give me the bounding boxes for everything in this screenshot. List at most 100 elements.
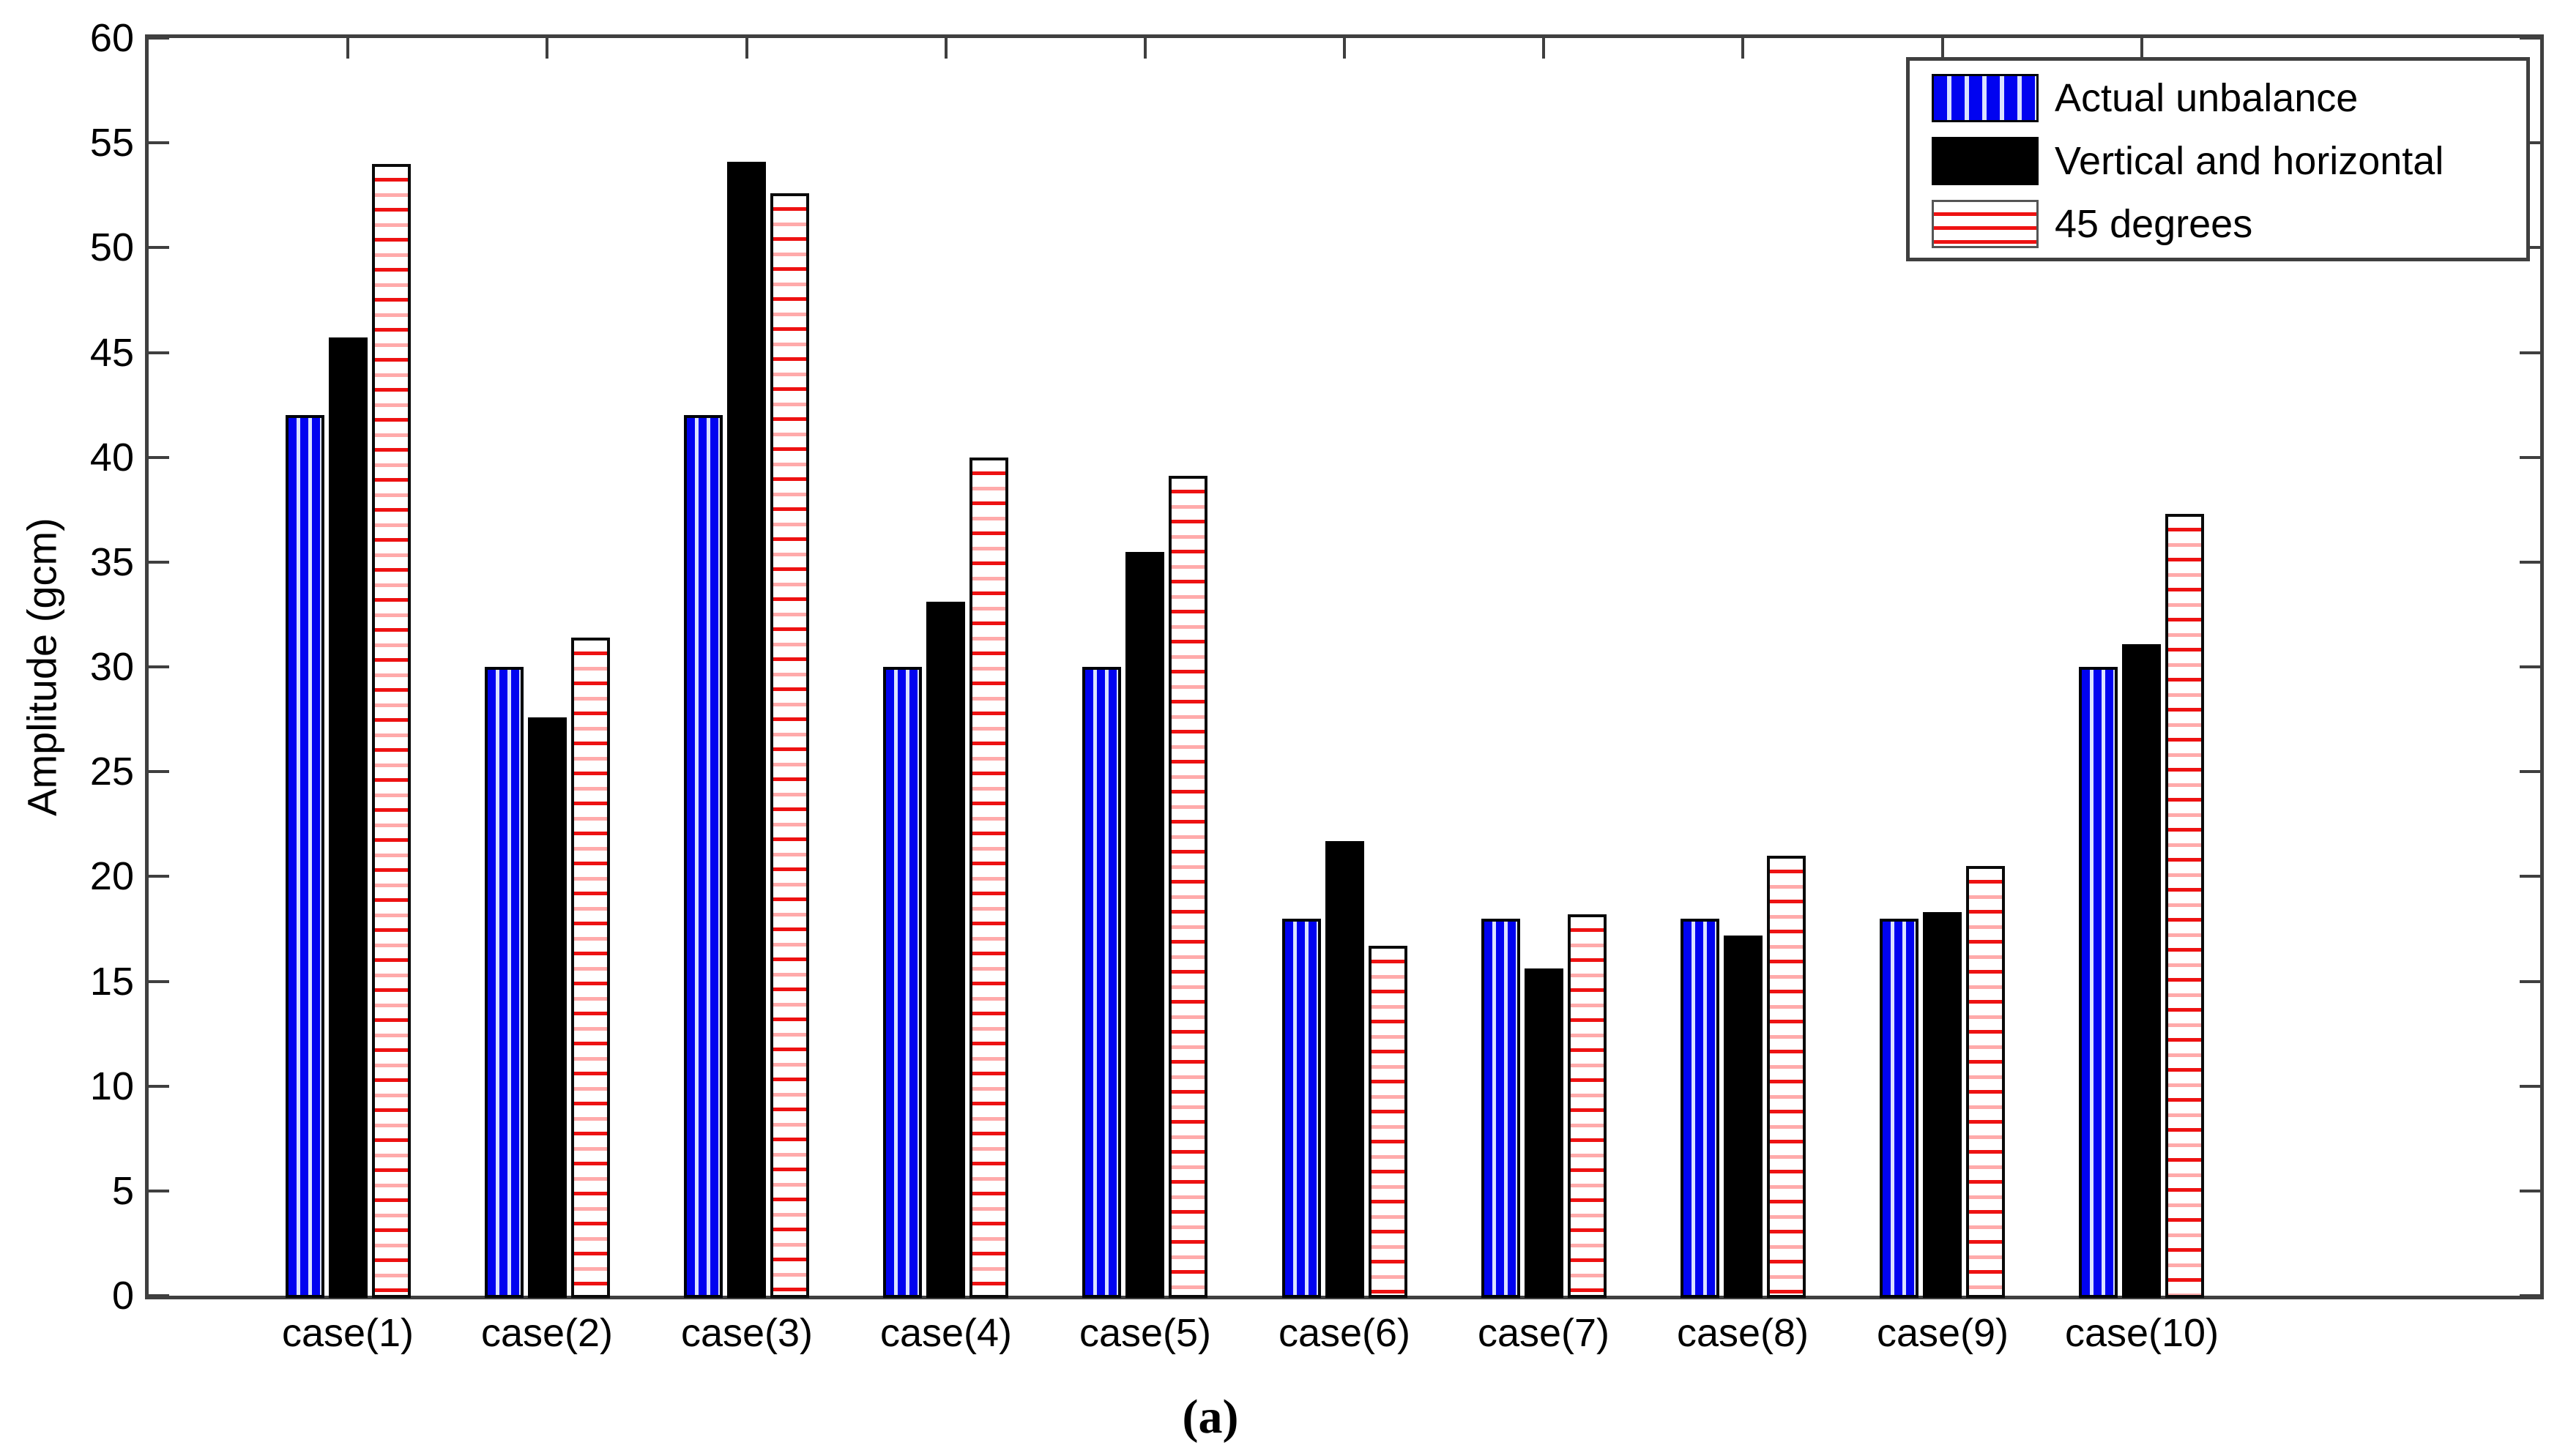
y-tick-mark <box>149 456 169 459</box>
y-tick-label: 0 <box>111 1274 134 1318</box>
x-tick-mark-top <box>1343 38 1346 59</box>
y-tick-mark-right <box>2520 561 2540 564</box>
y-tick-label: 5 <box>111 1169 134 1213</box>
y-tick-mark <box>149 770 169 773</box>
bar-solid-black <box>1724 936 1763 1298</box>
x-tick-label: case(2) <box>480 1311 614 1355</box>
y-tick-label: 10 <box>89 1064 134 1108</box>
y-tick-mark <box>149 1294 169 1297</box>
legend-swatch-red-horizontal-stripes <box>1932 200 2039 248</box>
legend-label: Vertical and horizontal <box>2055 139 2444 183</box>
x-tick-mark-top <box>945 38 948 59</box>
bar-red-horizontal-stripes <box>770 193 809 1298</box>
x-tick-mark-top <box>1741 38 1744 59</box>
y-tick-mark <box>149 141 169 144</box>
x-tick-mark-top <box>546 38 548 59</box>
x-tick-mark-top <box>346 38 349 59</box>
bar-red-horizontal-stripes <box>571 638 610 1298</box>
bar-red-horizontal-stripes <box>372 164 411 1298</box>
figure-caption: (a) <box>1182 1390 1239 1444</box>
bar-red-horizontal-stripes <box>969 458 1008 1298</box>
y-tick-mark <box>149 561 169 564</box>
plot-border-right <box>2540 34 2544 1299</box>
x-tick-label: case(5) <box>1079 1311 1212 1355</box>
y-tick-label: 45 <box>89 331 134 375</box>
bar-red-horizontal-stripes <box>1966 866 2005 1298</box>
y-tick-label: 35 <box>89 540 134 584</box>
bar-blue-vertical-stripes <box>485 667 524 1298</box>
bar-solid-black <box>1525 968 1563 1298</box>
y-tick-mark <box>149 351 169 354</box>
y-tick-mark-right <box>2520 351 2540 354</box>
bar-red-horizontal-stripes <box>1169 476 1207 1298</box>
bar-solid-black <box>329 337 368 1298</box>
x-tick-label: case(9) <box>1876 1311 2009 1355</box>
y-tick-mark-right <box>2520 456 2540 459</box>
x-tick-mark-top <box>1144 38 1147 59</box>
bar-solid-black <box>2122 644 2161 1298</box>
y-tick-label: 50 <box>89 225 134 269</box>
y-tick-label: 40 <box>89 436 134 479</box>
legend-swatch-blue-vertical-stripes <box>1932 74 2039 122</box>
y-tick-label: 25 <box>89 750 134 794</box>
x-tick-mark-top <box>1941 38 1944 59</box>
x-tick-mark-top <box>745 38 748 59</box>
bar-red-horizontal-stripes <box>1767 856 1806 1298</box>
bar-red-horizontal-stripes <box>1369 946 1407 1298</box>
bar-solid-black <box>1325 841 1364 1298</box>
y-tick-mark <box>149 665 169 668</box>
y-tick-mark-right <box>2520 141 2540 144</box>
y-tick-label: 30 <box>89 645 134 689</box>
legend-label: 45 degrees <box>2055 202 2253 246</box>
bar-blue-vertical-stripes <box>1481 919 1520 1298</box>
y-tick-mark-right <box>2520 246 2540 249</box>
plot-border-top <box>145 34 2544 38</box>
x-tick-label: case(4) <box>879 1311 1013 1355</box>
x-tick-label: case(3) <box>680 1311 814 1355</box>
y-tick-mark-right <box>2520 1085 2540 1088</box>
y-axis <box>145 34 149 1299</box>
bar-solid-black <box>926 602 965 1298</box>
legend-label: Actual unbalance <box>2055 76 2359 120</box>
bar-red-horizontal-stripes <box>1568 914 1607 1298</box>
x-tick-label: case(7) <box>1477 1311 1610 1355</box>
bar-blue-vertical-stripes <box>1082 667 1121 1298</box>
y-tick-mark-right <box>2520 37 2540 40</box>
bar-blue-vertical-stripes <box>2079 667 2118 1298</box>
y-tick-label: 20 <box>89 854 134 898</box>
y-tick-mark <box>149 1190 169 1192</box>
x-tick-label: case(1) <box>281 1311 414 1355</box>
y-tick-label: 15 <box>89 960 134 1004</box>
bar-solid-black <box>727 162 766 1298</box>
x-tick-mark-top <box>1542 38 1545 59</box>
y-tick-mark-right <box>2520 980 2540 983</box>
y-tick-mark <box>149 246 169 249</box>
y-tick-mark <box>149 980 169 983</box>
bar-blue-vertical-stripes <box>1681 919 1719 1298</box>
x-tick-mark-top <box>2140 38 2143 59</box>
y-tick-label: 60 <box>89 16 134 60</box>
bar-solid-black <box>1125 552 1164 1298</box>
bar-blue-vertical-stripes <box>286 415 324 1298</box>
x-tick-label: case(6) <box>1278 1311 1411 1355</box>
bar-solid-black <box>1923 912 1962 1298</box>
legend: Actual unbalance Vertical and horizontal 4… <box>1906 57 2530 261</box>
legend-swatch-solid-black <box>1932 137 2039 185</box>
y-tick-mark-right <box>2520 770 2540 773</box>
bar-solid-black <box>528 717 567 1298</box>
bar-blue-vertical-stripes <box>1880 919 1918 1298</box>
bar-blue-vertical-stripes <box>883 667 922 1298</box>
bar-blue-vertical-stripes <box>1282 919 1321 1298</box>
x-tick-label: case(10) <box>2064 1311 2219 1355</box>
bar-red-horizontal-stripes <box>2165 514 2204 1298</box>
y-tick-mark <box>149 37 169 40</box>
y-tick-label: 55 <box>89 121 134 165</box>
y-tick-mark <box>149 1085 169 1088</box>
y-tick-mark <box>149 875 169 878</box>
y-tick-mark-right <box>2520 875 2540 878</box>
bar-blue-vertical-stripes <box>684 415 723 1298</box>
y-tick-mark-right <box>2520 1190 2540 1192</box>
y-tick-mark-right <box>2520 665 2540 668</box>
y-tick-mark-right <box>2520 1294 2540 1297</box>
